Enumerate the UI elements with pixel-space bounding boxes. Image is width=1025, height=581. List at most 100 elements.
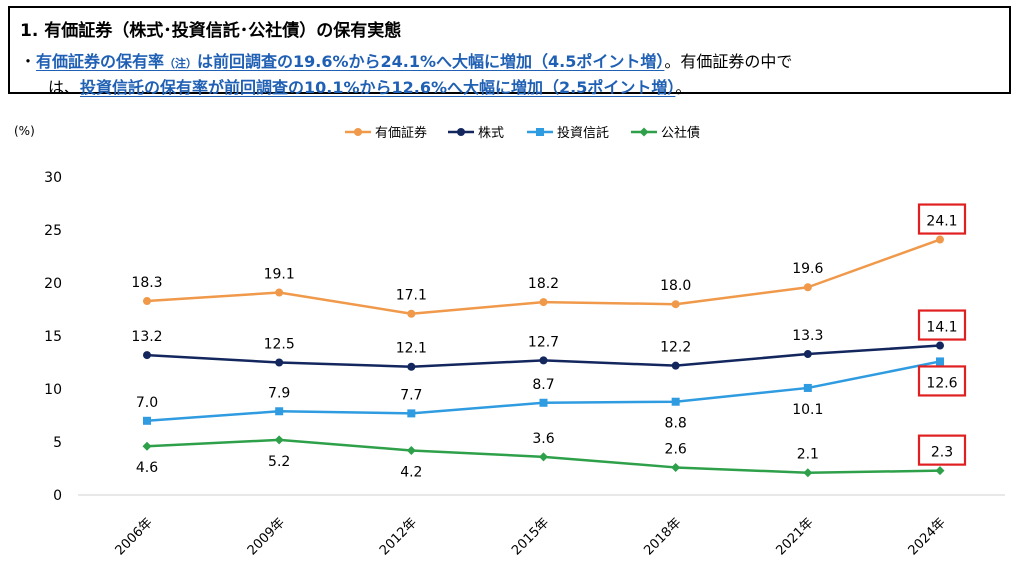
y-axis: 0 5 10 15 20 25 30 (44, 170, 62, 504)
legend-marker (536, 128, 544, 136)
highlight-investment-trust: 投資信託の保有率が前回調査の10.1%から12.6%へ大幅に増加（2.5ポイント… (80, 78, 676, 97)
data-point (143, 416, 151, 425)
data-point (671, 462, 681, 472)
data-point (803, 350, 812, 359)
x-tick-label: 2006年 (113, 515, 156, 558)
data-point (143, 351, 151, 360)
data-point (142, 441, 152, 451)
highlight-holding-rate: 有価証券の保有率（注）は前回調査の19.6%から24.1%へ大幅に増加（4.5ポ… (36, 52, 664, 71)
y-tick-label: 10 (44, 382, 62, 398)
legend-label: 有価証券 (375, 125, 427, 141)
data-point (803, 283, 812, 292)
legend-marker (354, 128, 362, 136)
data-point (936, 235, 944, 244)
note-marker: （注） (164, 57, 198, 70)
x-tick-label: 2021年 (773, 515, 816, 558)
data-point (935, 466, 945, 476)
bullet: ・ (20, 52, 37, 71)
x-axis: 2006年 2009年 2012年 2015年 2018年 2021年 2024年 (78, 494, 1005, 558)
data-label: 2.6 (665, 441, 687, 457)
series-3 (143, 357, 944, 425)
x-tick-label: 2009年 (245, 515, 288, 558)
data-point (274, 435, 284, 445)
series-group (142, 235, 945, 478)
data-point (936, 341, 944, 350)
data-point (407, 309, 416, 318)
data-point (803, 468, 813, 478)
series-4 (142, 435, 945, 478)
data-label: 7.0 (136, 395, 158, 411)
data-point (803, 383, 812, 392)
highlight-box (917, 365, 967, 397)
y-tick-label: 30 (44, 170, 62, 186)
data-label: 18.0 (660, 278, 691, 294)
highlight-text-b: は前回調査の19.6%から24.1%へ大幅に増加（4.5ポイント増） (197, 52, 665, 71)
data-label: 13.3 (792, 328, 823, 344)
legend-item: 投資信託 (527, 125, 609, 141)
data-label: 12.2 (660, 340, 691, 356)
data-label: 18.3 (131, 275, 162, 291)
data-label: 10.1 (792, 402, 823, 418)
data-label: 3.6 (532, 431, 554, 447)
highlight-text-a: 有価証券の保有率 (36, 52, 165, 71)
data-label: 2.3 (931, 445, 953, 461)
summary-box: 1. 有価証券（株式･投資信託･公社債）の保有実態 ・有価証券の保有率（注）は前… (8, 6, 1011, 97)
data-point (275, 358, 284, 367)
data-point (143, 297, 151, 306)
y-tick-label: 5 (53, 435, 62, 451)
y-tick-label: 15 (44, 329, 62, 345)
data-point (275, 407, 284, 416)
legend-marker (457, 128, 465, 136)
summary-tail-1: 。有価証券の中で (664, 52, 793, 71)
data-label: 19.6 (792, 261, 823, 277)
data-point (671, 361, 680, 370)
data-point (539, 298, 548, 307)
data-label: 24.1 (926, 214, 957, 230)
legend-item: 株式 (448, 126, 504, 141)
data-label: 18.2 (528, 276, 559, 292)
legend-label: 公社債 (661, 125, 700, 141)
x-tick-label: 2024年 (906, 515, 949, 558)
summary-line-2: は、投資信託の保有率が前回調査の10.1%から12.6%へ大幅に増加（2.5ポイ… (48, 74, 691, 98)
legend-label: 株式 (478, 126, 504, 141)
summary-tail-2: 。 (675, 78, 692, 97)
data-label: 13.2 (131, 329, 162, 345)
data-label: 8.8 (665, 416, 687, 432)
data-point (671, 397, 680, 406)
highlight-box (917, 203, 967, 235)
data-label: 7.7 (400, 387, 422, 403)
x-tick-label: 2015年 (509, 515, 552, 558)
highlight-box (917, 309, 967, 341)
y-tick-label: 0 (53, 488, 62, 504)
data-point (936, 357, 944, 366)
data-label: 12.5 (264, 337, 295, 353)
legend-label: 投資信託 (557, 125, 609, 141)
line-chart: (%) 有価証券 株式 投資信託 公社債 0 5 10 15 20 25 30 2006年 2009… (14, 124, 1005, 558)
data-label: 7.9 (268, 385, 290, 401)
summary-lead-2: は、 (48, 78, 81, 97)
data-point (539, 356, 548, 365)
y-tick-label: 20 (44, 276, 62, 292)
series-1 (143, 235, 944, 318)
series-2 (143, 341, 944, 371)
data-label: 12.1 (396, 341, 427, 357)
y-unit-label: (%) (14, 124, 35, 138)
data-label: 5.2 (268, 454, 290, 470)
legend: 有価証券 株式 投資信託 公社債 (345, 125, 700, 141)
data-labels: 18.3 19.1 17.1 18.2 18.0 19.6 24.1 13.2 12.5 12.1… (131, 203, 967, 480)
data-label: 4.6 (136, 460, 158, 476)
legend-item: 有価証券 (345, 125, 427, 141)
data-point (407, 362, 416, 371)
data-label: 8.7 (532, 377, 554, 393)
x-tick-label: 2012年 (377, 515, 420, 558)
data-label: 4.2 (400, 464, 422, 480)
data-point (406, 445, 416, 455)
summary-line-1: ・有価証券の保有率（注）は前回調査の19.6%から24.1%へ大幅に増加（4.5… (20, 48, 792, 72)
highlight-box (917, 434, 967, 466)
data-label: 19.1 (264, 267, 295, 283)
data-label: 2.1 (797, 447, 819, 463)
y-tick-label: 25 (44, 223, 62, 239)
data-label: 17.1 (396, 288, 427, 304)
data-point (275, 288, 284, 297)
x-tick-label: 2018年 (641, 515, 684, 558)
